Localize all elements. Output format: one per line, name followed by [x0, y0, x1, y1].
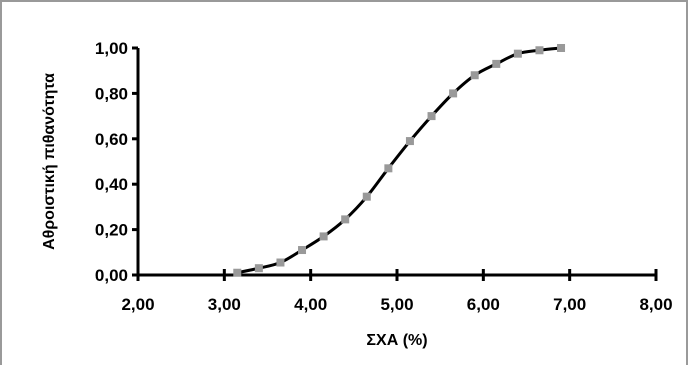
- data-point-marker: [557, 44, 566, 52]
- y-tick-label: 1,00: [95, 39, 128, 58]
- data-point-marker: [384, 164, 393, 173]
- data-point-marker: [427, 112, 436, 121]
- data-point-marker: [535, 46, 544, 55]
- y-tick-label: 0,40: [95, 175, 128, 194]
- data-point-marker: [513, 49, 522, 58]
- x-tick-label: 4,00: [294, 295, 327, 314]
- x-tick-label: 7,00: [553, 295, 586, 314]
- x-tick-label: 8,00: [639, 295, 672, 314]
- y-axis-title: Αθροιστική πιθανότητα: [41, 73, 58, 250]
- x-axis-title: ΣΧΑ (%): [366, 332, 427, 349]
- data-point-marker: [298, 246, 307, 255]
- data-point-marker: [470, 71, 479, 80]
- x-tick-label: 2,00: [121, 295, 154, 314]
- data-point-marker: [319, 232, 328, 241]
- data-point-marker: [341, 215, 350, 224]
- x-tick-label: 5,00: [380, 295, 413, 314]
- series-line: [236, 46, 562, 275]
- data-point-marker: [449, 89, 458, 98]
- y-tick-label: 0,00: [95, 266, 128, 285]
- series-group: [233, 44, 566, 277]
- y-tick-label: 0,80: [95, 84, 128, 103]
- x-tick-label: 6,00: [467, 295, 500, 314]
- data-point-marker: [254, 264, 263, 273]
- y-tick-label: 0,60: [95, 130, 128, 149]
- y-tick-label: 0,20: [95, 221, 128, 240]
- data-point-marker: [405, 137, 414, 146]
- data-point-marker: [492, 59, 501, 68]
- x-tick-label: 3,00: [208, 295, 241, 314]
- data-point-marker: [362, 192, 371, 201]
- axes: 2,00 3,00 4,00 5,00 6,00 7,00 8,00 0,00 0,20 0,40…: [95, 39, 673, 314]
- data-point-marker: [233, 268, 242, 277]
- data-point-marker: [276, 258, 285, 267]
